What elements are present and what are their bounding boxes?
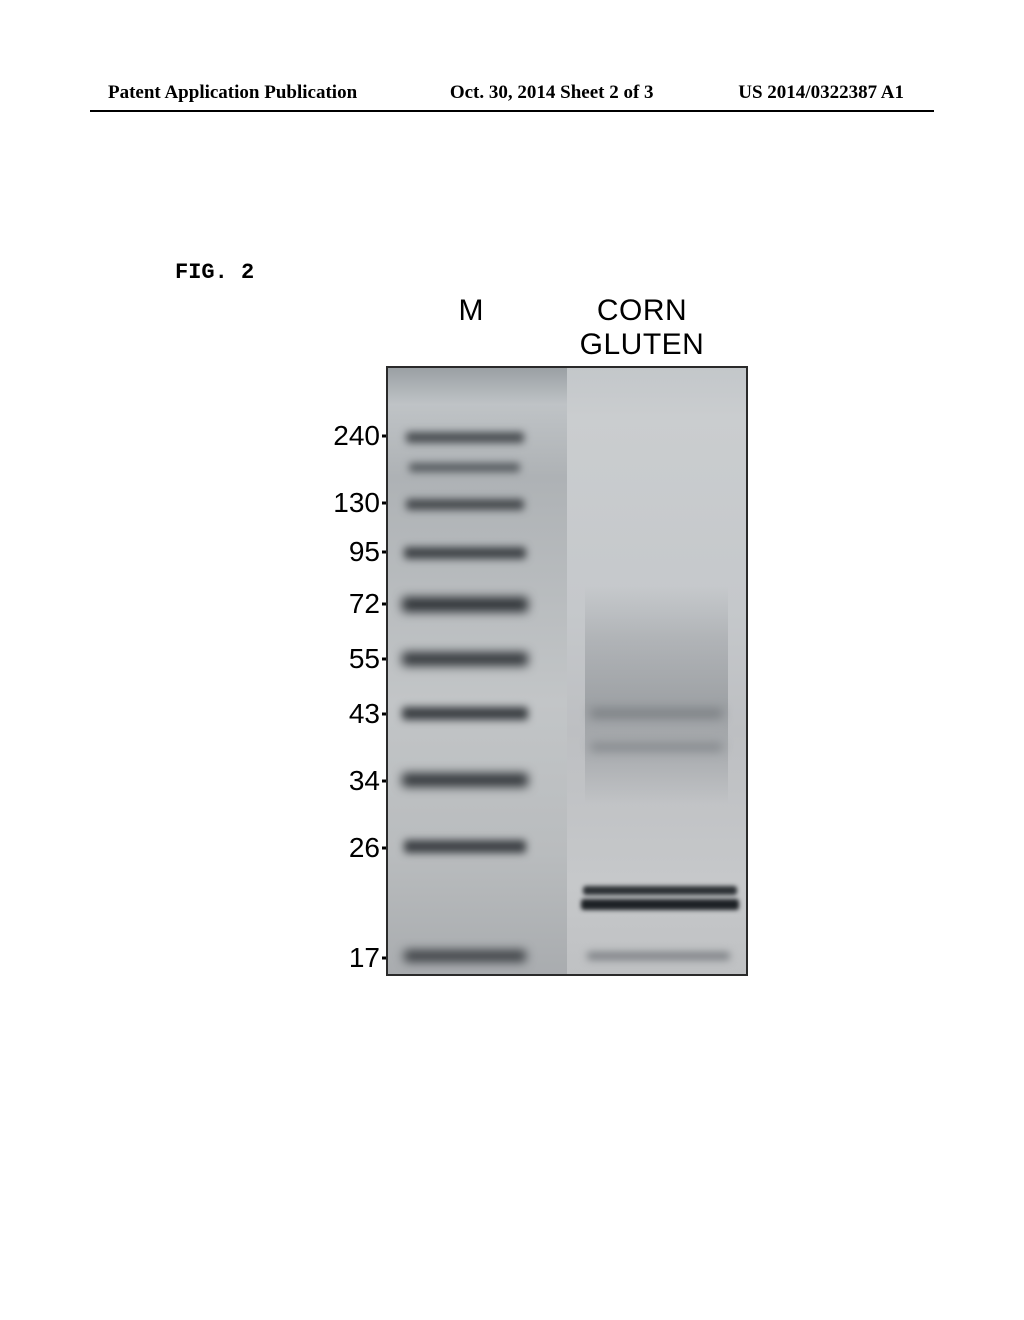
header-left: Patent Application Publication (108, 82, 357, 104)
gel-sample-lane (567, 368, 746, 974)
gel-band (402, 652, 527, 666)
gel-image (386, 366, 748, 976)
gel-band (402, 773, 527, 787)
gel-band (406, 499, 524, 510)
gel-row: 240 130 95 72 55 43 34 26 17 (286, 366, 748, 976)
gel-band (404, 950, 526, 962)
gel-marker-lane (388, 368, 567, 974)
page-header: Patent Application Publication Oct. 30, … (0, 82, 1024, 104)
lane-headers: M CORN GLUTEN (286, 294, 748, 362)
gel-band (402, 597, 527, 612)
gel-smear (585, 586, 728, 804)
gel-band (409, 463, 520, 472)
gel-band (406, 432, 524, 443)
gel-band (404, 547, 526, 559)
lane-header-sample: CORN GLUTEN (536, 294, 748, 362)
gel-band (590, 743, 722, 751)
mw-label: 130 (333, 487, 380, 519)
gel-band (402, 707, 527, 720)
gel-figure: M CORN GLUTEN 240 130 95 72 55 43 34 26 17 (286, 294, 748, 976)
header-rule (90, 110, 934, 112)
gel-band (590, 709, 722, 718)
mw-ladder-labels: 240 130 95 72 55 43 34 26 17 (286, 366, 386, 976)
mw-label: 34 (349, 765, 380, 797)
header-right: US 2014/0322387 A1 (738, 82, 904, 104)
mw-label: 43 (349, 698, 380, 730)
header-center: Oct. 30, 2014 Sheet 2 of 3 (450, 82, 654, 104)
gel-band (587, 952, 730, 960)
mw-label: 26 (349, 832, 380, 864)
mw-label: 55 (349, 643, 380, 675)
mw-label: 17 (349, 942, 380, 974)
mw-label: 240 (333, 420, 380, 452)
gel-band (583, 886, 737, 895)
lane-header-marker: M (406, 294, 536, 362)
gel-band (581, 899, 739, 910)
gel-band (404, 840, 526, 853)
figure-label: FIG. 2 (175, 260, 254, 285)
mw-label: 95 (349, 536, 380, 568)
mw-label: 72 (349, 588, 380, 620)
